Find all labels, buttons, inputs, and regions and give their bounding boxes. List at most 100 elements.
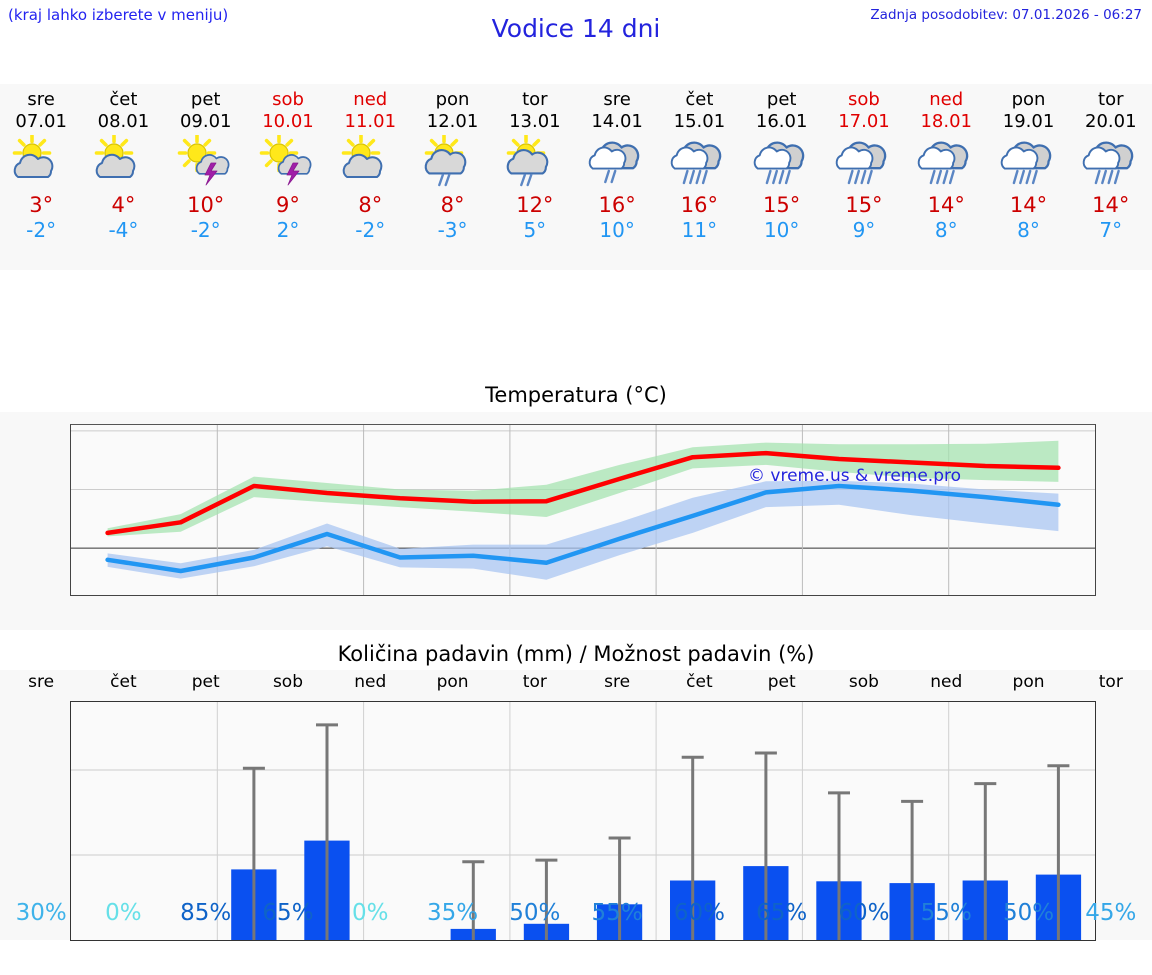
sun-cloud-rain-icon (422, 135, 484, 187)
day-min-temp: 8° (1017, 218, 1040, 242)
temperature-plot-area (70, 424, 1096, 596)
day-max-temp: 16° (598, 193, 636, 217)
forecast-day-column[interactable]: tor 13.01 12° 5° (494, 84, 576, 270)
precipitation-chart-title: Količina padavin (mm) / Možnost padavin … (0, 640, 1152, 670)
forecast-day-column[interactable]: sre 14.01 16° 10° (576, 84, 658, 270)
daily-forecast-strip: sre 07.01 3° -2° čet 08.01 4° -4° pet 09.01 10°… (0, 84, 1152, 270)
day-date-label: 18.01 (920, 111, 972, 132)
forecast-day-column[interactable]: sre 07.01 3° -2° (0, 84, 82, 270)
forecast-day-column[interactable]: tor 20.01 14° 7° (1070, 84, 1152, 270)
forecast-day-column[interactable]: ned 11.01 8° -2° (329, 84, 411, 270)
day-max-temp: 8° (440, 193, 465, 217)
day-of-week-label: sob (272, 89, 304, 110)
forecast-day-column[interactable]: pon 12.01 8° -3° (411, 84, 493, 270)
day-date-label: 16.01 (755, 111, 808, 132)
cloud-rain-icon (751, 135, 813, 187)
day-date-label: 14.01 (591, 111, 643, 132)
day-min-temp: 10° (599, 218, 635, 242)
day-max-temp: 3° (29, 193, 54, 217)
last-updated-text: Zadnja posodobitev: 07.01.2026 - 06:27 (870, 7, 1142, 23)
page-header: (kraj lahko izberete v meniju) Vodice 14… (0, 0, 1152, 84)
day-of-week-label: tor (522, 89, 548, 110)
forecast-day-column[interactable]: pon 19.01 14° 8° (987, 84, 1069, 270)
day-date-label: 08.01 (97, 111, 150, 132)
day-max-temp: 14° (1009, 193, 1048, 217)
day-of-week-label: ned (929, 89, 964, 110)
precipitation-day-label: pon (1012, 672, 1045, 692)
temperature-chart-title: Temperatura (°C) (0, 380, 1152, 412)
precipitation-day-label: čet (110, 672, 137, 692)
day-of-week-label: pon (1011, 89, 1046, 110)
day-min-temp: -2° (190, 218, 221, 242)
precipitation-probability-value: 35% (426, 900, 479, 926)
precipitation-probability-value: 55% (920, 900, 972, 926)
sun-cloud-thunder-icon (175, 135, 237, 187)
precipitation-probability-row: 30% 0% 85% 65% 0% 35% 50% 55% 60% 65% 60% 55% 50% 45% (0, 900, 1152, 934)
precipitation-day-label: tor (1098, 672, 1123, 692)
sun-cloud-rain-icon (504, 135, 566, 187)
precipitation-probability-value: 30% (15, 900, 67, 926)
day-of-week-label: sre (27, 89, 55, 110)
day-of-week-label: tor (1098, 89, 1124, 110)
precipitation-day-label: pon (436, 672, 469, 692)
temperature-chart-section: Temperatura (°C) 01020 (0, 380, 1152, 936)
day-max-temp: 8° (358, 193, 383, 217)
day-of-week-label: ned (353, 89, 388, 110)
day-date-label: 07.01 (15, 111, 67, 132)
day-min-temp: -3° (437, 218, 468, 242)
forecast-day-column[interactable]: ned 18.01 14° 8° (905, 84, 987, 270)
day-max-temp: 14° (927, 193, 965, 217)
day-max-temp: 4° (111, 193, 136, 217)
precipitation-probability-value: 55% (591, 900, 643, 926)
day-min-temp: -4° (108, 218, 139, 242)
day-date-label: 10.01 (262, 111, 314, 132)
sun-cloud-icon (92, 135, 154, 187)
day-of-week-label: pet (190, 89, 221, 110)
precipitation-probability-value: 60% (673, 900, 725, 926)
day-max-temp: 10° (187, 193, 225, 217)
day-max-temp: 15° (845, 193, 883, 217)
day-date-label: 17.01 (838, 111, 890, 132)
precipitation-probability-value: 65% (262, 900, 314, 926)
cloud-rain-icon (915, 135, 977, 187)
day-min-temp: 10° (763, 218, 800, 242)
precipitation-day-label: ned (354, 672, 387, 692)
sun-cloud-icon (339, 135, 401, 187)
day-max-temp: 9° (276, 193, 300, 217)
precipitation-probability-value: 65% (756, 900, 808, 926)
precipitation-day-label: čet (686, 672, 713, 692)
day-date-label: 11.01 (344, 111, 397, 132)
copyright-text: © vreme.us & vreme.pro (748, 466, 962, 486)
forecast-day-column[interactable]: sob 10.01 9° 2° (247, 84, 329, 270)
cloud-rain-icon (668, 135, 730, 187)
day-min-temp: 9° (852, 218, 876, 242)
day-max-temp: 12° (516, 193, 554, 217)
day-min-temp: 11° (681, 218, 718, 242)
day-min-temp: 2° (276, 218, 300, 242)
day-date-label: 09.01 (179, 111, 232, 132)
precipitation-plot-area (70, 701, 1096, 941)
precipitation-chart-section: Količina padavin (mm) / Možnost padavin … (0, 640, 1152, 941)
day-of-week-label: čet (685, 89, 714, 110)
page-title: Vodice 14 dni (491, 14, 661, 43)
day-min-temp: 7° (1099, 218, 1123, 242)
precipitation-day-label: ned (930, 672, 963, 692)
menu-hint-text: (kraj lahko izberete v meniju) (8, 6, 229, 24)
cloud-rain-icon (998, 135, 1060, 187)
precipitation-probability-value: 60% (838, 900, 890, 926)
day-date-label: 20.01 (1085, 111, 1137, 132)
spacer (0, 270, 1152, 380)
forecast-day-column[interactable]: pet 16.01 15° 10° (741, 84, 823, 270)
precipitation-probability-value: 85% (180, 900, 232, 926)
precipitation-day-label: sre (604, 672, 631, 692)
forecast-day-column[interactable]: čet 15.01 16° 11° (658, 84, 740, 270)
forecast-day-column[interactable]: sob 17.01 15° 9° (823, 84, 905, 270)
precipitation-day-label: sre (28, 672, 55, 692)
sun-cloud-icon (10, 135, 72, 187)
forecast-day-column[interactable]: čet 08.01 4° -4° (82, 84, 164, 270)
temperature-series-svg (71, 425, 1095, 595)
precipitation-day-label: pet (767, 672, 796, 692)
precipitation-probability-value: 0% (352, 900, 389, 926)
forecast-day-column[interactable]: pet 09.01 10° -2° (165, 84, 247, 270)
day-date-label: 13.01 (509, 111, 561, 132)
